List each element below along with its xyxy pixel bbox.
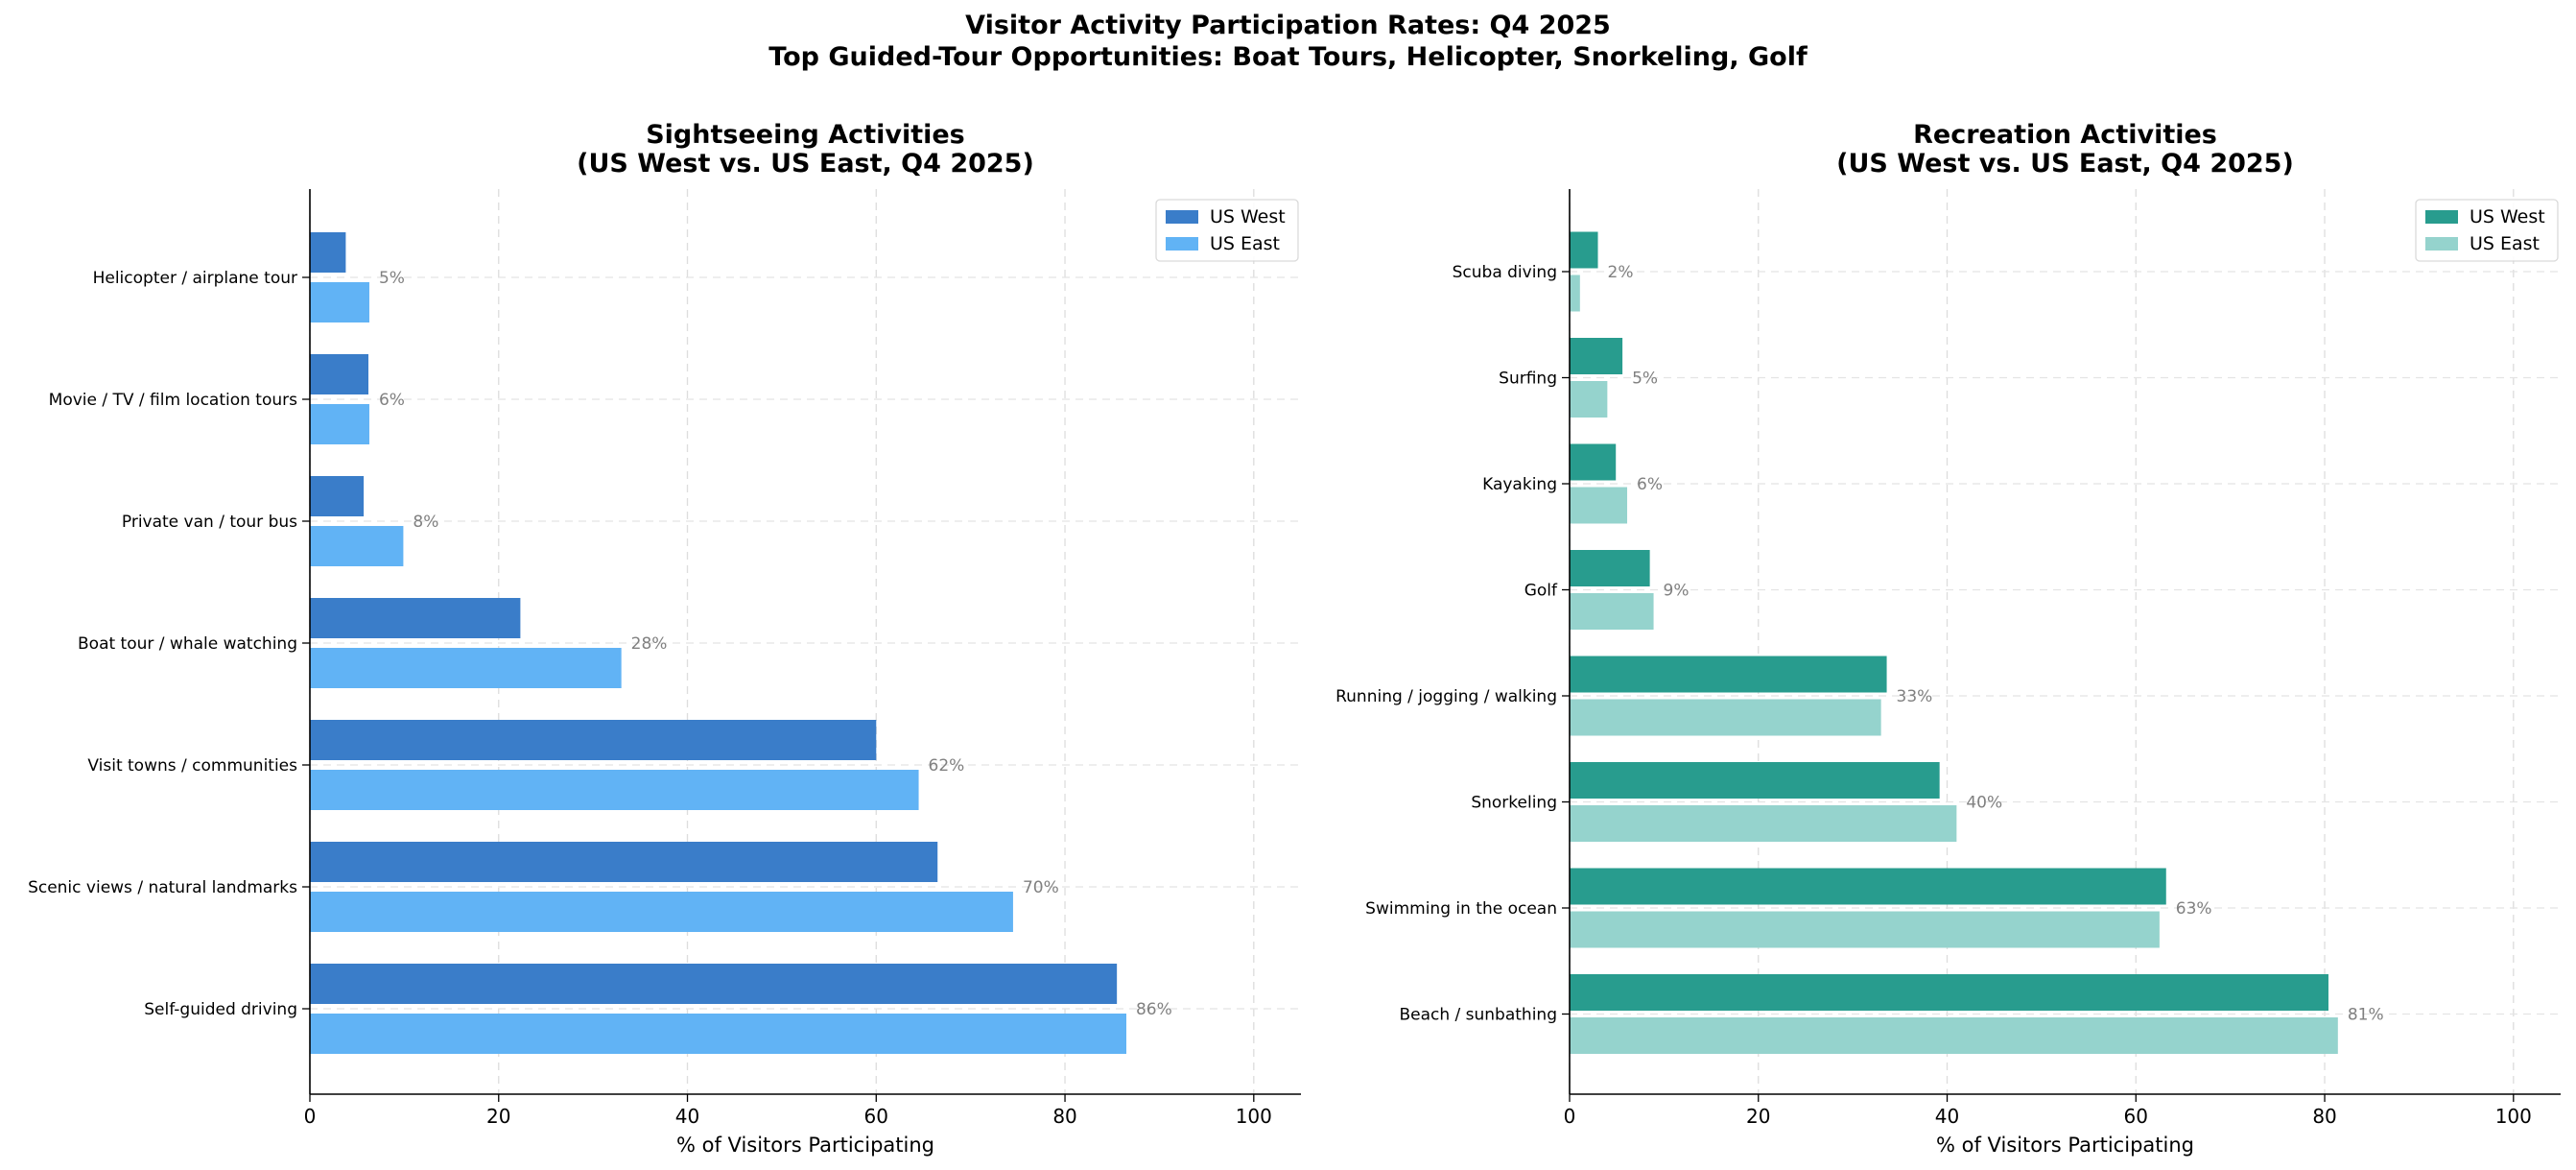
panel-2-data-label: 6% [1637,475,1663,494]
panel-2-bar-us-west [1570,443,1617,481]
panel-2-legend-swatch-us-west [2425,210,2458,224]
panel-1-category-label: Private van / tour bus [122,513,297,532]
panel-1-data-label: 62% [929,756,965,776]
panel-2-x-tick-label: 60 [2124,1105,2148,1128]
panel-2-bar-us-west [1570,762,1940,799]
panel-1-bar-us-east [310,892,1013,932]
panel-1-bar-us-west [310,598,521,638]
panel-2-data-label: 9% [1664,582,1690,601]
panel-1-title-line-2: (US West vs. US East, Q4 2025) [577,149,1034,179]
panel-2-category-label: Kayaking [1482,475,1557,494]
panel-1-x-axis-label: % of Visitors Participating [676,1134,934,1157]
panel-1-bar-us-east [310,404,369,444]
panel-1-data-label: 28% [631,634,668,654]
panel-2-x-tick-label: 40 [1935,1105,1959,1128]
panel-2-data-label: 40% [1966,794,2002,813]
panel-1-bar-us-east [310,526,404,566]
panel-2-bar-us-east [1570,487,1628,524]
panel-1-bar-us-west [310,720,877,760]
panel-1-x-tick-label: 100 [1236,1105,1272,1128]
panel-1-legend-swatch-us-east [1166,237,1198,251]
panel-1-category-label: Scenic views / natural landmarks [28,878,297,897]
panel-1-bar-us-west [310,842,938,882]
figure-title-line-1: Visitor Activity Participation Rates: Q4… [965,11,1611,40]
panel-2-bar-us-east [1570,911,2160,948]
panel-2-bar-us-west [1570,338,1623,374]
panel-2-x-tick-label: 20 [1746,1105,1770,1128]
panel-2-category-label: Snorkeling [1471,794,1557,813]
panel-2-title-line-1: Recreation Activities [1913,120,2217,150]
panel-1-data-label: 86% [1136,1000,1172,1019]
panel-2-bar-us-west [1570,231,1598,269]
panel-2-x-tick-label: 100 [2495,1105,2532,1128]
panel-1-x-tick-label: 80 [1052,1105,1076,1128]
panel-2-category-label: Swimming in the ocean [1365,899,1557,919]
panel-1-category-label: Self-guided driving [144,1000,297,1019]
panel-1-bar-us-west [310,476,365,516]
panel-1-title-line-1: Sightseeing Activities [646,120,965,150]
panel-1-x-tick-label: 60 [864,1105,888,1128]
panel-2-data-label: 81% [2348,1006,2384,1025]
panel-2-data-label: 33% [1897,687,1933,706]
panel-2-x-axis-label: % of Visitors Participating [1936,1134,2194,1157]
panel-2-bar-us-east [1570,381,1608,418]
panel-2-bar-us-west [1570,550,1650,586]
panel-2-bar-us-east [1570,593,1654,630]
panel-1-bar-us-east [310,648,622,688]
panel-2-bar-us-east [1570,805,1957,842]
panel-1-category-label: Movie / TV / film location tours [49,391,297,410]
panel-1-x-tick-label: 40 [675,1105,699,1128]
panel-1-data-label: 8% [413,513,438,532]
panel-2-data-label: 2% [1608,263,1634,282]
panel-1-legend-label-us-east: US East [1210,233,1280,254]
panel-1-x-tick-label: 20 [486,1105,510,1128]
panel-2-bar-us-west [1570,868,2166,905]
panel-1-bar-us-east [310,1014,1126,1054]
panel-2-category-label: Scuba diving [1453,263,1557,282]
panel-2-category-label: Surfing [1499,370,1557,389]
panel-2-data-label: 63% [2176,899,2212,919]
panel-1-bar-us-west [310,964,1118,1004]
panel-2-legend-swatch-us-east [2425,237,2458,251]
panel-1-data-label: 6% [379,391,405,410]
panel-1-category-label: Helicopter / airplane tour [93,269,297,288]
panel-1-data-label: 5% [379,269,405,288]
panel-1-legend-swatch-us-west [1166,210,1198,224]
panel-2-bar-us-east [1570,275,1580,312]
panel-2-legend-label-us-west: US West [2470,206,2545,227]
panel-1-category-label: Boat tour / whale watching [78,634,297,654]
panel-2-category-label: Golf [1524,582,1558,601]
panel-1-bar-us-west [310,232,346,273]
figure-title-line-2: Top Guided-Tour Opportunities: Boat Tour… [768,42,1808,72]
figure-title: Visitor Activity Participation Rates: Q4… [0,10,2576,73]
panel-2-bar-us-east [1570,1017,2338,1054]
panel-2-legend-label-us-east: US East [2470,233,2540,254]
panel-2-category-label: Beach / sunbathing [1399,1006,1557,1025]
panel-1-bar-us-east [310,770,919,810]
panel-2-bar-us-east [1570,699,1881,736]
panel-2-bar-us-west [1570,656,1887,693]
panel-2-category-label: Running / jogging / walking [1335,687,1557,706]
panel-2-bar-us-west [1570,974,2328,1011]
panel-1-bar-us-west [310,354,368,394]
panel-1-category-label: Visit towns / communities [87,756,297,776]
panel-2-data-label: 5% [1632,370,1658,389]
panel-2-x-tick-label: 0 [1564,1105,1576,1128]
panel-1-data-label: 70% [1023,878,1059,897]
panel-2-title-line-2: (US West vs. US East, Q4 2025) [1836,149,2294,179]
panel-1-legend-label-us-west: US West [1210,206,1286,227]
panel-1-bar-us-east [310,282,369,322]
panel-2-x-tick-label: 80 [2312,1105,2336,1128]
panel-1-x-tick-label: 0 [304,1105,317,1128]
